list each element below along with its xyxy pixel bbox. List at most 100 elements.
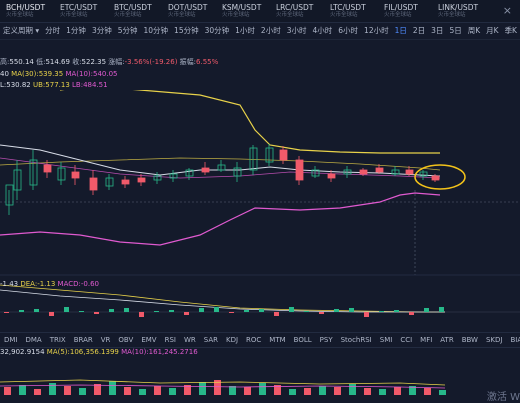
period-button[interactable]: 3小时 — [284, 23, 310, 39]
candle-body — [360, 170, 367, 174]
candle-body — [138, 178, 145, 182]
period-button[interactable]: 15分钟 — [171, 23, 202, 39]
boll-legend: L:530.82 UB:577.13 LB:484.51 — [0, 80, 520, 90]
indicator-tab[interactable]: ATR — [436, 333, 457, 347]
boll-upper-line — [60, 90, 440, 153]
macd-bar — [319, 312, 324, 314]
period-button[interactable]: 5分钟 — [115, 23, 141, 39]
candles-group — [6, 144, 439, 215]
watermark-text: 激活 W — [487, 388, 520, 403]
macd-bar — [139, 312, 144, 317]
macd-bar — [4, 312, 9, 313]
candle-body — [90, 178, 97, 190]
indicator-tab[interactable]: ROC — [242, 333, 265, 347]
period-button[interactable]: 3分钟 — [89, 23, 115, 39]
period-button[interactable]: 季K — [502, 23, 520, 39]
macd-bar — [19, 310, 24, 312]
volume-bar — [79, 388, 86, 395]
period-button[interactable]: 1小时 — [232, 23, 258, 39]
volume-bar — [319, 386, 326, 395]
indicator-tab[interactable]: DMA — [22, 333, 46, 347]
period-button[interactable]: 6小时 — [335, 23, 361, 39]
indicator-tab[interactable]: RSI — [161, 333, 180, 347]
indicator-tab[interactable]: TRIX — [46, 333, 70, 347]
candle-body — [280, 150, 287, 160]
candle-body — [202, 168, 209, 172]
macd-bar — [49, 312, 54, 316]
ma-legend: 40 MA(30):539.35 MA(10):540.05 — [0, 69, 520, 79]
indicator-tab[interactable]: MFI — [416, 333, 436, 347]
ma30-line — [0, 158, 440, 170]
candle-body — [406, 170, 413, 174]
indicator-tab[interactable]: BRAR — [70, 333, 97, 347]
indicator-tab[interactable]: DMI — [0, 333, 22, 347]
period-button[interactable]: 分时 — [42, 23, 63, 39]
period-button[interactable]: 3日 — [428, 23, 446, 39]
indicator-tab[interactable]: SMI — [376, 333, 397, 347]
price-legend: 高:550.14 低:514.69 收:522.35 涨幅:-3.56%(-19… — [0, 57, 520, 67]
macd-bar — [349, 308, 354, 312]
macd-bar — [424, 308, 429, 312]
custom-period-dropdown[interactable]: 定义周期 ▾ — [0, 23, 42, 39]
ma-white-line — [0, 145, 440, 176]
volume-bar — [259, 383, 266, 395]
indicator-tab[interactable]: VR — [97, 333, 115, 347]
macd-bar — [124, 308, 129, 312]
macd-bar — [199, 308, 204, 312]
candle-body — [328, 174, 335, 178]
volume-bar — [229, 386, 236, 395]
indicator-tab[interactable]: KDJ — [222, 333, 242, 347]
macd-bar — [439, 307, 444, 312]
indicator-tab[interactable]: PSY — [316, 333, 337, 347]
volume-bar — [49, 383, 56, 395]
indicator-tab[interactable]: MTM — [265, 333, 289, 347]
candle-body — [14, 170, 21, 190]
ma10-line — [0, 158, 440, 178]
volume-bar — [349, 384, 356, 395]
indicator-tab[interactable]: WR — [180, 333, 200, 347]
period-button[interactable]: 月K — [483, 23, 501, 39]
period-button[interactable]: 4小时 — [309, 23, 335, 39]
indicator-tab[interactable]: BOLL — [290, 333, 316, 347]
macd-bar — [274, 312, 279, 316]
macd-bar — [184, 312, 189, 315]
period-button[interactable]: 周K — [465, 23, 483, 39]
period-button[interactable]: 1分钟 — [63, 23, 89, 39]
period-button[interactable]: 2日 — [410, 23, 428, 39]
boll-lower-line — [0, 193, 440, 245]
period-button[interactable]: 5日 — [446, 23, 464, 39]
macd-bar — [79, 311, 84, 312]
candle-body — [218, 165, 225, 170]
indicator-tab[interactable]: CCI — [396, 333, 416, 347]
indicator-tab[interactable]: BIAS — [506, 333, 520, 347]
volume-bar — [34, 389, 41, 395]
period-button[interactable]: 2小时 — [258, 23, 284, 39]
close-icon[interactable]: × — [503, 4, 512, 17]
period-button[interactable]: 10分钟 — [141, 23, 172, 39]
indicator-tab[interactable]: SAR — [200, 333, 222, 347]
period-button[interactable]: 30分钟 — [202, 23, 233, 39]
indicator-tab[interactable]: BBW — [458, 333, 482, 347]
indicator-tab[interactable]: StochRSI — [337, 333, 376, 347]
indicator-tab[interactable]: OBV — [114, 333, 137, 347]
macd-bar — [409, 312, 414, 315]
macd-bar — [214, 307, 219, 312]
macd-bar — [34, 309, 39, 312]
indicator-tab[interactable]: EMV — [137, 333, 160, 347]
volume-bar — [379, 389, 386, 395]
period-button[interactable]: 1日 — [392, 23, 410, 39]
indicator-tab[interactable]: SKDJ — [482, 333, 507, 347]
period-button[interactable]: 12小时 — [361, 23, 392, 39]
macd-bar — [364, 312, 369, 317]
